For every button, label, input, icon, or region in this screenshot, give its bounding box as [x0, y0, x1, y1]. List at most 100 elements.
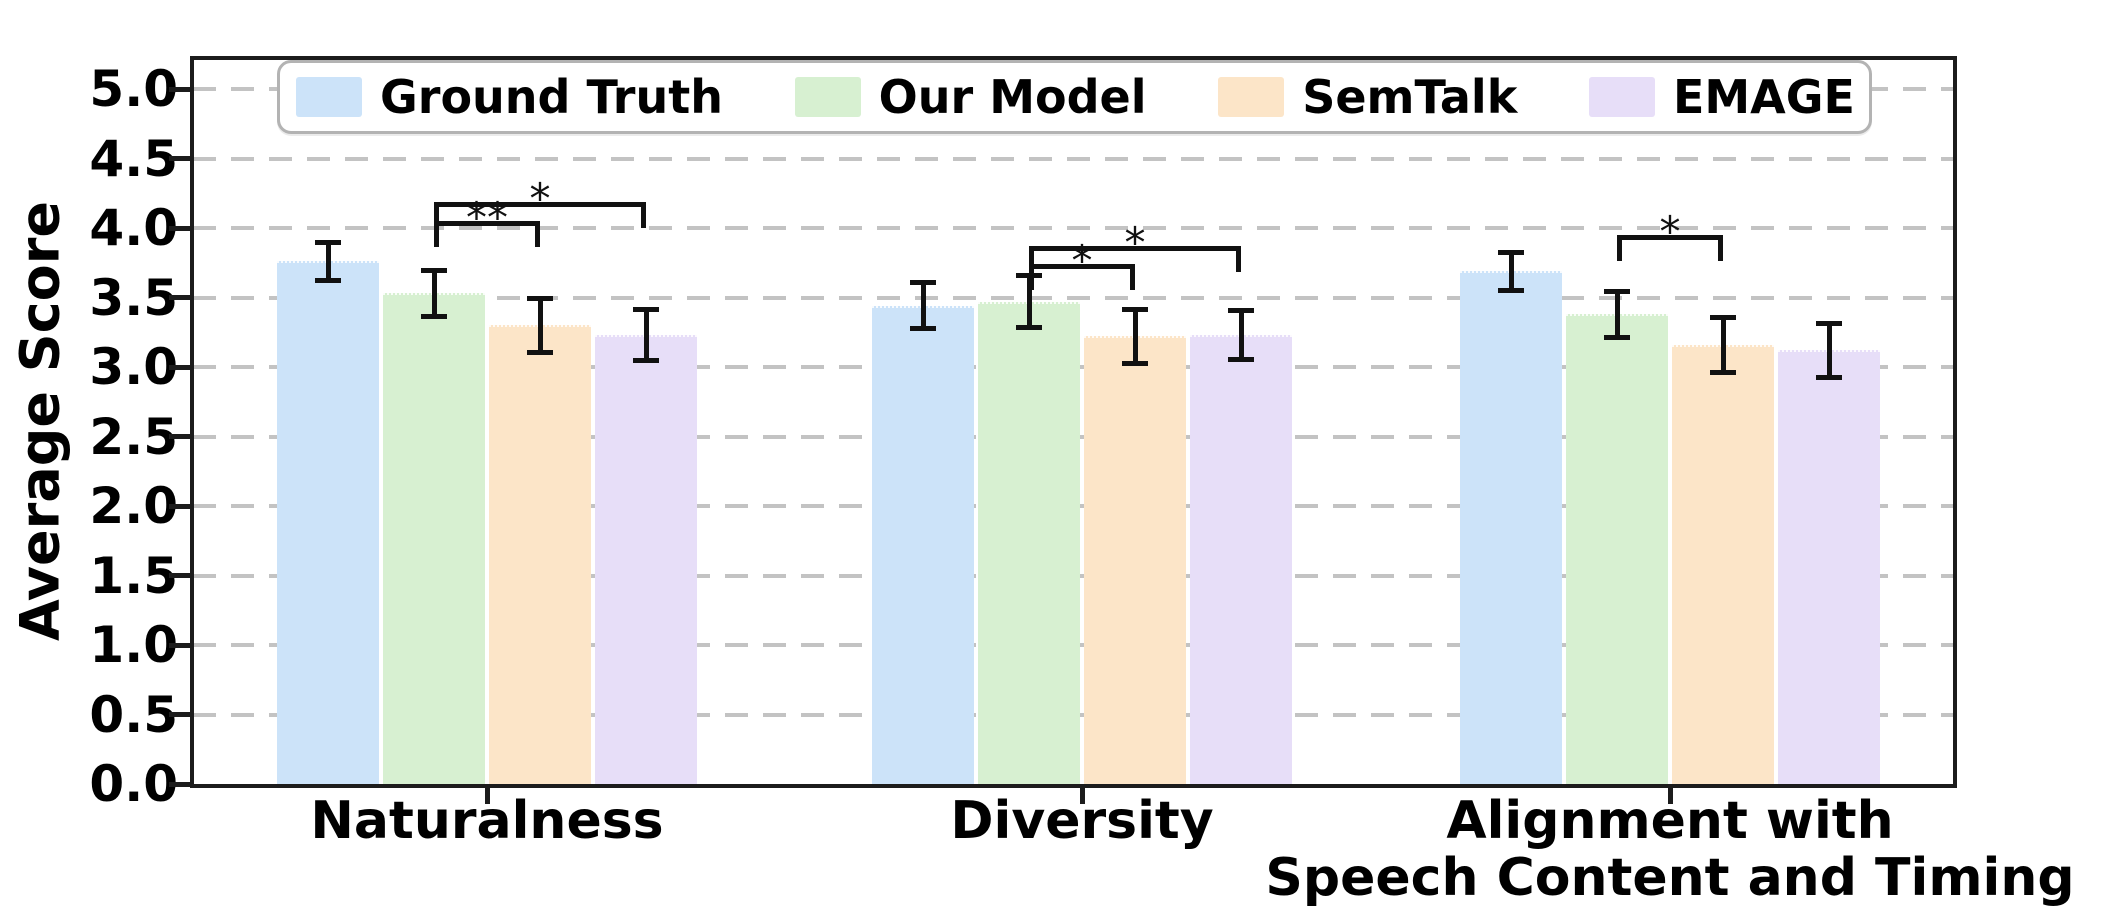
y-tick-label-1.0: 1.0: [89, 616, 178, 674]
significance-bracket-4: [1617, 234, 1723, 261]
legend-swatch-ground-truth: [296, 77, 362, 117]
error-bar-ground-truth-1: [920, 282, 926, 330]
error-cap-bottom-ground-truth-1: [910, 326, 936, 332]
gridline-3.5: [193, 295, 1953, 300]
error-cap-bottom-our-model-2: [1604, 334, 1630, 340]
legend-item-ground-truth: Ground Truth: [296, 74, 723, 120]
error-cap-top-ground-truth-0: [315, 239, 341, 245]
y-tick-label-1.5: 1.5: [89, 546, 178, 605]
y-tick-mark-0.0: [169, 781, 191, 787]
y-tick-label-4.5: 4.5: [89, 129, 178, 188]
y-tick-label-2.0: 2.0: [89, 477, 178, 535]
bar-our-model-alignment-with-speech-content-and-timing: [1566, 314, 1668, 784]
legend-item-emage: EMAGE: [1588, 70, 1855, 124]
error-cap-top-semtalk-2: [1710, 314, 1736, 320]
gridline-4.0: [193, 226, 1953, 230]
legend-swatch-emage: [1588, 77, 1655, 117]
y-tick-label-4.0: 4.0: [89, 199, 178, 257]
legend-label-ground-truth: Ground Truth: [380, 70, 723, 124]
significance-bracket-2: [1029, 264, 1135, 291]
bar-emage-alignment-with-speech-content-and-timing: [1778, 350, 1880, 784]
error-cap-top-semtalk-1: [1122, 306, 1148, 312]
bar-ground-truth-alignment-with-speech-content-and-timing: [1460, 271, 1562, 784]
error-bar-semtalk-2: [1720, 316, 1726, 373]
error-cap-top-emage-2: [1816, 320, 1842, 326]
legend-label-emage: EMAGE: [1672, 70, 1855, 124]
y-tick-mark-3.5: [169, 295, 191, 300]
x-category-label-alignment-with-speech-content-and-timing: Alignment with Speech Content and Timing: [1170, 793, 2104, 907]
error-cap-bottom-our-model-1: [1016, 325, 1042, 331]
y-tick-mark-1.0: [169, 642, 191, 648]
bar-semtalk-alignment-with-speech-content-and-timing: [1672, 344, 1774, 784]
bar-our-model-naturalness: [383, 293, 485, 784]
legend-label-semtalk: SemTalk: [1302, 70, 1518, 124]
y-tick-label-3.0: 3.0: [89, 338, 178, 396]
error-cap-bottom-emage-1: [1228, 357, 1254, 363]
bar-emage-naturalness: [595, 335, 697, 784]
error-cap-bottom-semtalk-1: [1122, 361, 1148, 367]
error-cap-top-emage-0: [633, 306, 659, 312]
error-cap-top-ground-truth-2: [1498, 249, 1524, 255]
error-bar-emage-1: [1238, 310, 1244, 361]
significance-label-1: *: [529, 173, 551, 223]
error-cap-bottom-emage-0: [633, 358, 659, 364]
legend-label-our-model: Our Model: [878, 70, 1147, 124]
y-tick-mark-2.0: [169, 503, 191, 509]
error-bar-semtalk-1: [1132, 308, 1138, 365]
y-tick-mark-4.5: [169, 156, 191, 161]
significance-label-3: *: [1124, 218, 1146, 268]
y-tick-mark-5.0: [169, 86, 191, 92]
y-tick-mark-2.5: [169, 434, 191, 439]
error-cap-top-our-model-2: [1604, 288, 1630, 294]
error-cap-top-emage-1: [1228, 308, 1254, 313]
error-bar-ground-truth-0: [325, 241, 331, 281]
y-tick-mark-3.0: [169, 364, 191, 370]
error-cap-bottom-semtalk-2: [1710, 369, 1736, 375]
error-bar-ground-truth-2: [1508, 251, 1514, 291]
significance-label-4: *: [1659, 206, 1681, 256]
bar-ground-truth-naturalness: [277, 261, 379, 784]
error-bar-our-model-1: [1026, 275, 1032, 329]
bar-our-model-diversity: [978, 301, 1080, 784]
significance-bracket-1: [434, 201, 646, 228]
error-cap-top-ground-truth-1: [910, 280, 936, 286]
error-cap-bottom-emage-2: [1816, 375, 1842, 381]
x-tick-mark-1: [1079, 788, 1085, 804]
error-cap-bottom-ground-truth-0: [315, 277, 341, 283]
error-cap-top-our-model-0: [421, 267, 447, 273]
error-cap-bottom-ground-truth-2: [1498, 287, 1524, 293]
legend-item-our-model: Our Model: [794, 70, 1147, 124]
significance-bracket-3: [1029, 246, 1241, 273]
x-category-label-line: Speech Content and Timing: [1265, 848, 2075, 908]
error-cap-bottom-our-model-0: [421, 313, 447, 319]
y-tick-label-5.0: 5.0: [89, 60, 178, 118]
y-tick-label-0.0: 0.0: [89, 755, 178, 813]
bar-semtalk-diversity: [1084, 336, 1186, 784]
y-tick-label-0.5: 0.5: [89, 685, 178, 744]
gridline-4.5: [193, 156, 1953, 161]
y-tick-mark-1.5: [169, 573, 191, 578]
legend-item-semtalk: SemTalk: [1218, 74, 1517, 120]
y-tick-label-3.5: 3.5: [89, 268, 178, 327]
bar-semtalk-naturalness: [489, 325, 591, 784]
y-tick-mark-4.0: [169, 225, 191, 231]
x-category-label-line: Alignment with: [1446, 791, 1894, 851]
x-tick-mark-2: [1667, 788, 1673, 804]
legend-swatch-our-model: [794, 77, 861, 117]
y-tick-mark-0.5: [169, 712, 191, 717]
error-cap-top-semtalk-0: [527, 295, 553, 301]
significance-bracket-0: [434, 221, 540, 248]
error-bar-semtalk-0: [537, 297, 543, 354]
bar-ground-truth-diversity: [872, 305, 974, 784]
error-bar-emage-2: [1826, 322, 1832, 379]
x-tick-mark-0: [484, 788, 490, 804]
legend: Ground Truth Our Model SemTalk EMAGE: [277, 60, 1872, 134]
legend-swatch-semtalk: [1218, 77, 1285, 117]
error-bar-our-model-0: [431, 269, 437, 317]
error-bar-our-model-2: [1614, 290, 1620, 338]
error-cap-bottom-semtalk-0: [527, 350, 553, 356]
error-bar-emage-0: [643, 308, 649, 362]
y-tick-label-2.5: 2.5: [89, 407, 178, 466]
bar-emage-diversity: [1190, 335, 1292, 784]
